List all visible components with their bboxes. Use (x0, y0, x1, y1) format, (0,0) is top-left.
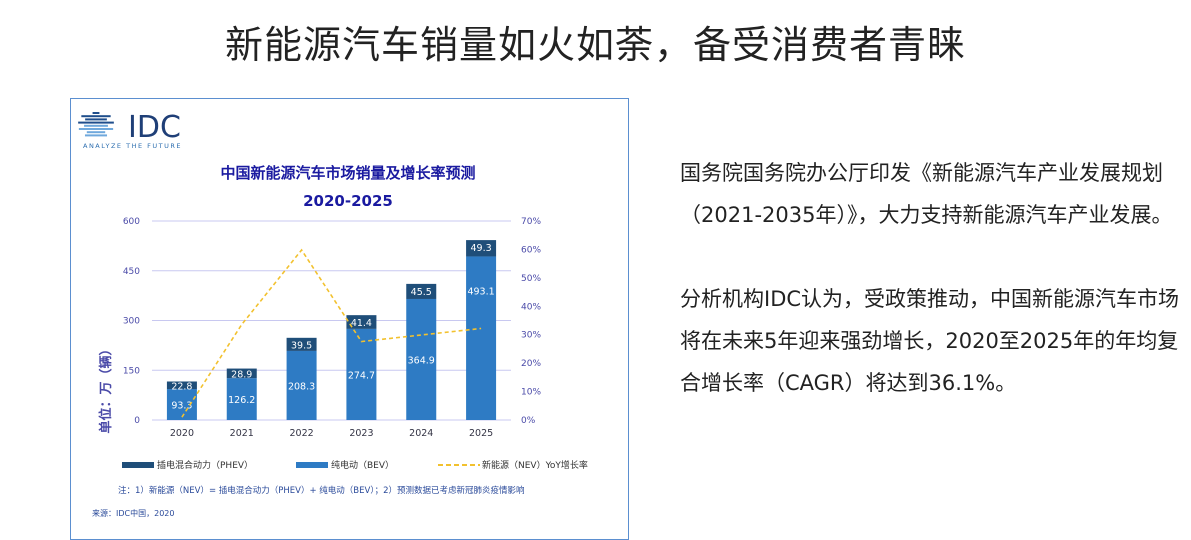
chart-title: 中国新能源汽车市场销量及增长率预测 (220, 164, 475, 182)
x-tick-label: 2020 (170, 428, 194, 439)
bar-phev-2021 (226, 368, 257, 379)
y-axis-label: 单位：万（辆） (98, 342, 114, 433)
legend-label-bev: 纯电动（BEV） (331, 459, 394, 471)
y2-tick-label: 60% (521, 245, 541, 255)
idc-logo: IDC ANALYZE THE FUTURE (78, 110, 182, 150)
y-tick-label: 450 (123, 267, 140, 277)
chart-note: 注：1）新能源（NEV）= 插电混合动力（PHEV）+ 纯电动（BEV）；2）预… (118, 485, 524, 496)
bar-phev-2024 (406, 283, 437, 299)
idc-globe-icon (78, 112, 114, 137)
globe-stripe (85, 118, 107, 121)
globe-stripe (78, 121, 114, 124)
data-label-phev: 41.4 (351, 318, 372, 329)
data-label-phev: 45.5 (411, 287, 432, 298)
body-text: 国务院国务院办公厅印发《新能源汽车产业发展规划（2021-2035年）》，大力支… (680, 152, 1180, 446)
bar-bev-2025 (466, 256, 497, 420)
legend-swatch-bev (296, 462, 328, 468)
chart-subtitle: 2020-2025 (303, 192, 393, 210)
y-tick-label: 0 (134, 416, 140, 426)
y2-tick-label: 50% (521, 274, 541, 284)
data-label-phev: 28.9 (231, 369, 252, 380)
bar-phev-2023 (346, 315, 377, 329)
chart: IDC ANALYZE THE FUTURE 中国新能源汽车市场销量及增长率预测… (78, 110, 588, 518)
bar-bev-2020 (166, 389, 197, 420)
y2-tick-label: 10% (521, 388, 541, 398)
y2-tick-label: 70% (521, 217, 541, 227)
data-label-bev: 274.7 (348, 370, 375, 381)
x-tick-label: 2023 (349, 428, 373, 439)
data-label-phev: 22.8 (171, 381, 192, 392)
legend-label-yoy: 新能源（NEV）YoY增长率 (482, 459, 588, 471)
data-label-phev: 39.5 (291, 340, 312, 351)
bar-phev-2025 (466, 240, 497, 257)
y-tick-label: 600 (123, 217, 140, 227)
x-tick-label: 2022 (289, 428, 313, 439)
bar-bev-2022 (286, 350, 317, 420)
globe-stripe (92, 112, 100, 114)
paragraph-idc-forecast: 分析机构IDC认为，受政策推动，中国新能源汽车市场将在未来5年迎来强劲增长，20… (680, 287, 1180, 395)
globe-stripe (78, 128, 114, 130)
idc-tagline: ANALYZE THE FUTURE (83, 142, 182, 150)
x-tick-label: 2021 (230, 428, 254, 439)
data-label-bev: 493.1 (467, 286, 494, 297)
bar-phev-2022 (286, 337, 317, 351)
y-tick-label: 150 (123, 366, 140, 376)
yoy-growth-line (181, 248, 482, 418)
bar-bev-2024 (406, 298, 437, 420)
legend-swatch-phev (122, 462, 154, 468)
y2-tick-label: 20% (521, 359, 541, 369)
bar-bev-2021 (226, 378, 257, 420)
bar-phev-2020 (166, 381, 197, 390)
globe-stripe (84, 134, 108, 137)
data-label-bev: 93.3 (171, 401, 192, 412)
paragraph-policy: 国务院国务院办公厅印发《新能源汽车产业发展规划（2021-2035年）》，大力支… (680, 161, 1173, 227)
idc-logo-text: IDC (128, 110, 181, 145)
data-label-bev: 208.3 (288, 381, 315, 392)
x-tick-label: 2024 (409, 428, 433, 439)
slide-title: 新能源汽车销量如火如荼，备受消费者青睐 (224, 23, 966, 67)
y2-tick-label: 30% (521, 331, 541, 341)
data-label-phev: 49.3 (471, 243, 492, 254)
legend: 插电混合动力（PHEV） 纯电动（BEV） 新能源（NEV）YoY增长率 (122, 459, 588, 471)
globe-stripe (84, 124, 108, 127)
bar-bev-2023 (346, 328, 377, 420)
y2-tick-label: 40% (521, 302, 541, 312)
legend-label-phev: 插电混合动力（PHEV） (157, 459, 253, 471)
x-tick-label: 2025 (469, 428, 493, 439)
data-label-bev: 126.2 (228, 395, 255, 406)
globe-stripe (86, 131, 106, 134)
y2-tick-label: 0% (521, 416, 536, 426)
y-tick-label: 300 (123, 317, 140, 327)
globe-stripe (81, 115, 111, 118)
data-label-bev: 364.9 (408, 355, 435, 366)
chart-source: 来源：IDC中国，2020 (92, 508, 174, 518)
